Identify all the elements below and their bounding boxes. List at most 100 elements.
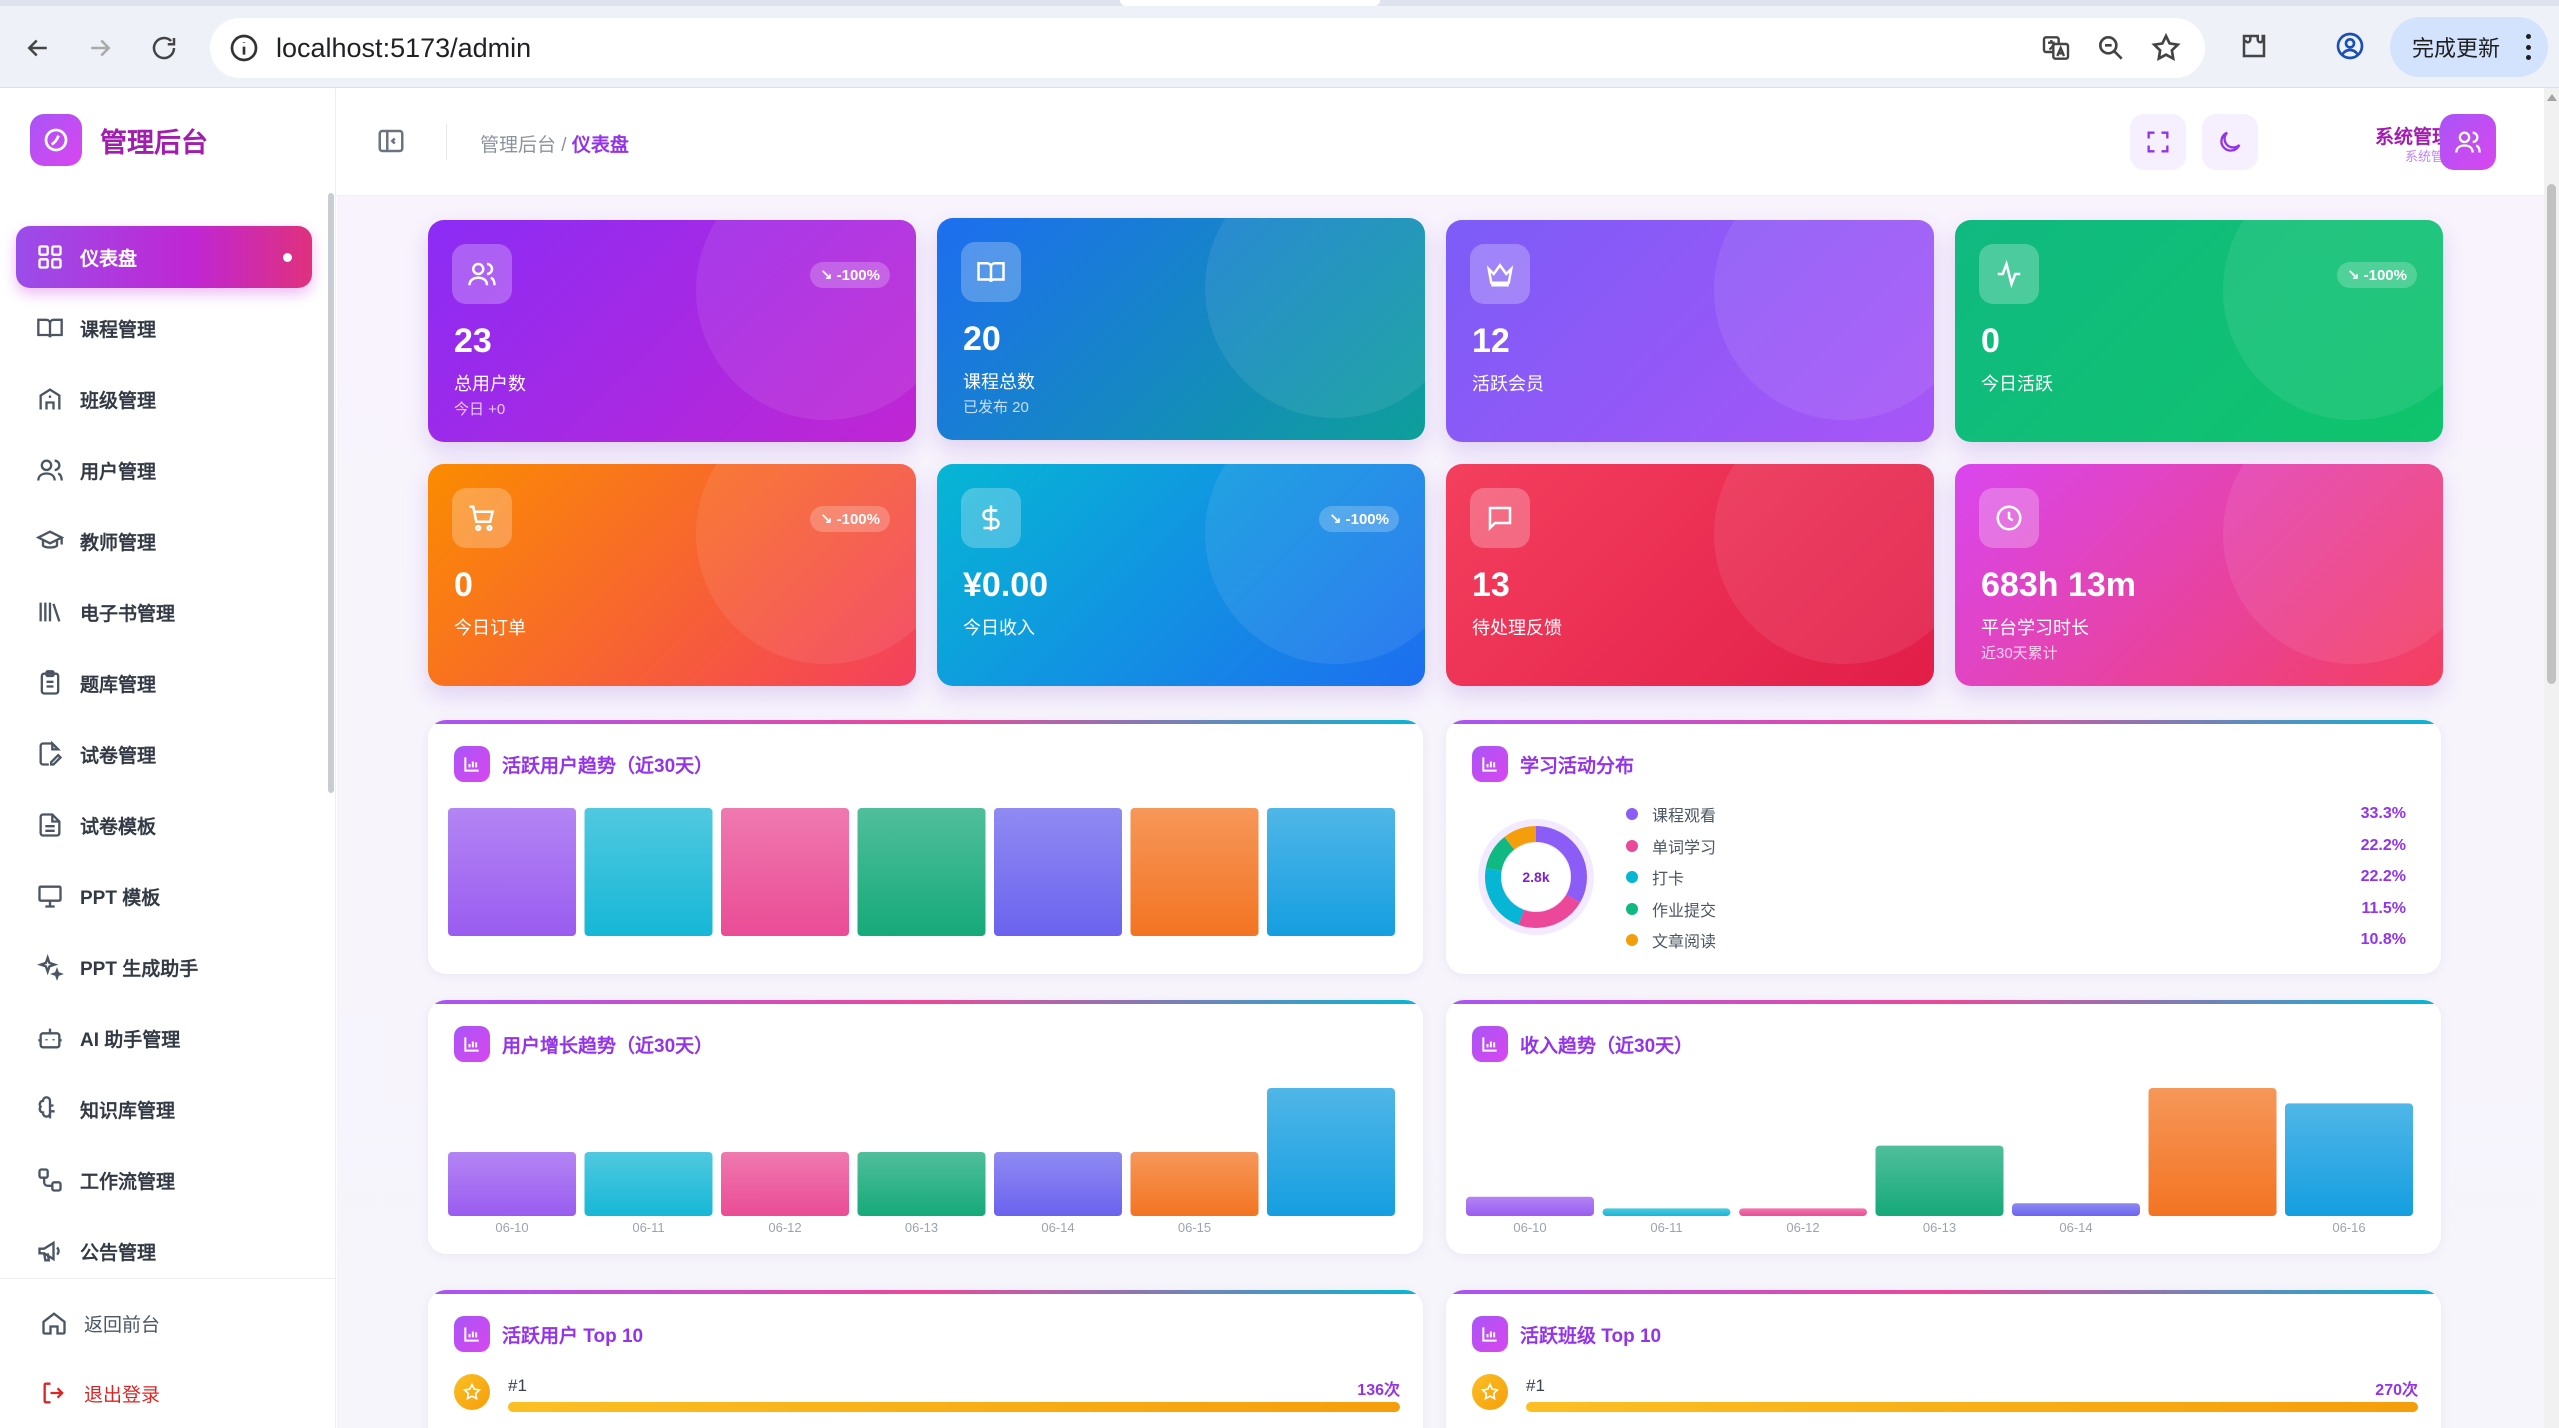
active-tab[interactable] xyxy=(1120,0,1380,6)
user-growth-bar-chart: 06-10 06-11 06-12 06-13 06-14 06-15 xyxy=(448,1088,1395,1235)
chart-bar[interactable] xyxy=(1466,1196,1594,1216)
arrow-left-icon xyxy=(27,39,47,57)
legend-dot xyxy=(1626,934,1638,946)
translate-icon[interactable] xyxy=(2040,32,2072,64)
forward-button[interactable] xyxy=(76,24,124,72)
stat-card-today-revenue[interactable]: ↘ -100% ¥0.00 今日收入 xyxy=(937,464,1425,686)
stat-label: 总用户数 xyxy=(454,374,526,394)
legend-item[interactable]: 课程观看 33.3% xyxy=(1626,799,2406,829)
sidebar-item-classes[interactable]: 班级管理 xyxy=(16,368,312,430)
tab-strip xyxy=(0,0,2559,6)
chart-bar[interactable] xyxy=(1267,808,1395,936)
card-title: 用户增长趋势（近30天） xyxy=(454,1026,713,1062)
update-button[interactable]: 完成更新 xyxy=(2390,17,2548,77)
chart-bar[interactable] xyxy=(857,1152,986,1216)
chart-bar[interactable] xyxy=(2012,1203,2140,1216)
donut-slice[interactable] xyxy=(1485,826,1587,928)
legend-item[interactable]: 文章阅读 10.8% xyxy=(1626,925,2406,955)
sidebar-item-ai-assistants[interactable]: AI 助手管理 xyxy=(16,1007,312,1069)
logout-button[interactable]: 退出登录 xyxy=(40,1379,160,1407)
theme-toggle-button[interactable] xyxy=(2202,114,2258,170)
chart-bar[interactable] xyxy=(1267,1088,1395,1216)
list-item[interactable]: #1 136次 xyxy=(454,1374,1400,1414)
update-label: 完成更新 xyxy=(2412,36,2501,61)
address-bar[interactable]: localhost:5173/admin xyxy=(210,18,2205,78)
scroll-thumb[interactable] xyxy=(2547,184,2556,684)
back-to-site-button[interactable]: 返回前台 xyxy=(40,1309,160,1337)
sidebar-item-ppt-assistant[interactable]: PPT 生成助手 xyxy=(16,936,312,998)
sidebar-item-ebooks[interactable]: 电子书管理 xyxy=(16,581,312,643)
brand-name: 管理后台 xyxy=(100,127,208,158)
reload-button[interactable] xyxy=(140,24,188,72)
list-item[interactable]: #1 270次 xyxy=(1472,1374,2418,1414)
legend-item[interactable]: 打卡 22.2% xyxy=(1626,862,2406,892)
chart-bar[interactable] xyxy=(994,1152,1122,1216)
sidebar-item-teachers[interactable]: 教师管理 xyxy=(16,510,312,572)
url-text[interactable]: localhost:5173/admin xyxy=(276,33,532,63)
zoom-icon[interactable] xyxy=(2095,32,2127,64)
stat-card-total-courses[interactable]: 20 课程总数 已发布 20 xyxy=(937,218,1425,440)
stat-card-today-orders[interactable]: ↘ -100% 0 今日订单 xyxy=(428,464,916,686)
back-button[interactable] xyxy=(14,24,62,72)
sparkles-icon xyxy=(36,953,64,981)
avatar[interactable] xyxy=(2440,114,2496,170)
sidebar-item-ppt-templates[interactable]: PPT 模板 xyxy=(16,865,312,927)
sidebar-item-announcements[interactable]: 公告管理 xyxy=(16,1220,312,1282)
donut-slice[interactable] xyxy=(1485,826,1587,928)
page-scrollbar[interactable] xyxy=(2544,88,2559,1428)
chart-bar[interactable] xyxy=(721,1152,849,1216)
profile-button[interactable] xyxy=(2328,24,2372,68)
breadcrumb-root[interactable]: 管理后台 xyxy=(480,135,557,156)
stat-card-study-time[interactable]: 683h 13m 平台学习时长 近30天累计 xyxy=(1955,464,2443,686)
chart-bar[interactable] xyxy=(1602,1208,1731,1216)
stat-card-today-active[interactable]: ↘ -100% 0 今日活跃 xyxy=(1955,220,2443,442)
info-icon[interactable] xyxy=(228,32,260,64)
sidebar-item-knowledge-base[interactable]: 知识库管理 xyxy=(16,1078,312,1140)
sidebar-item-dashboard[interactable]: 仪表盘 xyxy=(16,226,312,288)
stat-card-pending-feedback[interactable]: 13 待处理反馈 xyxy=(1446,464,1934,686)
stat-card-active-members[interactable]: 12 活跃会员 xyxy=(1446,220,1934,442)
legend-item[interactable]: 作业提交 11.5% xyxy=(1626,894,2406,924)
chart-bar[interactable] xyxy=(994,808,1122,936)
legend-item[interactable]: 单词学习 22.2% xyxy=(1626,831,2406,861)
x-tick-label: 06-12 xyxy=(1786,1220,1819,1235)
chart-bar[interactable] xyxy=(1130,1152,1259,1216)
sidebar-item-exams[interactable]: 试卷管理 xyxy=(16,723,312,785)
chart-bar[interactable] xyxy=(1130,808,1259,936)
moon-icon xyxy=(2220,131,2241,152)
extensions-button[interactable] xyxy=(2232,24,2276,68)
chart-bar[interactable] xyxy=(721,808,849,936)
sidebar-scrollbar[interactable] xyxy=(328,193,334,793)
brand[interactable]: 管理后台 xyxy=(30,114,208,166)
rank-label: #1 xyxy=(508,1376,527,1395)
megaphone-icon xyxy=(38,1240,60,1262)
sidebar-toggle-icon[interactable] xyxy=(376,126,406,156)
chart-bar[interactable] xyxy=(1875,1145,2004,1216)
revenue-bar-chart: 06-10 06-11 06-12 06-13 06-14 06-16 xyxy=(1466,1088,2413,1235)
dashboard-icon xyxy=(38,245,62,269)
chart-bar[interactable] xyxy=(448,808,576,936)
sidebar-item-courses[interactable]: 课程管理 xyxy=(16,297,312,359)
card-accent-line xyxy=(428,1290,1423,1294)
fullscreen-button[interactable] xyxy=(2130,114,2186,170)
chart-bar[interactable] xyxy=(584,1152,713,1216)
sidebar-item-workflows[interactable]: 工作流管理 xyxy=(16,1149,312,1211)
sidebar-item-users[interactable]: 用户管理 xyxy=(16,439,312,501)
chart-bar[interactable] xyxy=(584,808,713,936)
donut-slice[interactable] xyxy=(1485,826,1587,928)
bookmark-star-icon[interactable] xyxy=(2150,32,2182,64)
scroll-up-icon[interactable] xyxy=(2547,94,2557,101)
chart-bar[interactable] xyxy=(448,1152,576,1216)
sidebar-item-question-bank[interactable]: 题库管理 xyxy=(16,652,312,714)
stat-card-total-users[interactable]: ↘ -100% 23 总用户数 今日 +0 xyxy=(428,220,916,442)
sidebar-item-exam-templates[interactable]: 试卷模板 xyxy=(16,794,312,856)
chart-bar[interactable] xyxy=(2148,1088,2277,1216)
more-vert-icon[interactable] xyxy=(2526,34,2532,60)
bar-chart-icon xyxy=(1472,746,1508,782)
legend-percent: 10.8% xyxy=(2360,931,2406,948)
stat-label: 待处理反馈 xyxy=(1472,618,1562,638)
presentation-icon xyxy=(38,885,62,908)
chart-bar[interactable] xyxy=(1739,1208,1867,1216)
chart-bar[interactable] xyxy=(2285,1103,2413,1216)
chart-bar[interactable] xyxy=(857,808,986,936)
